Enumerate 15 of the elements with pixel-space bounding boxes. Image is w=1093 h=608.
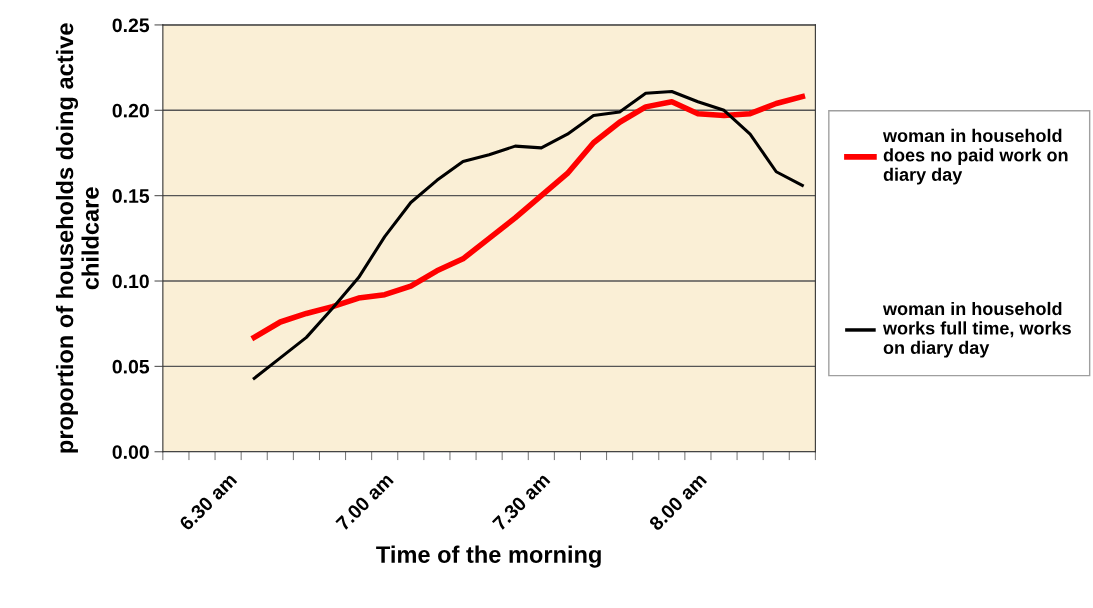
x-tick-label: 7.30 am	[491, 472, 551, 532]
y-tick-label: 0.25	[112, 18, 150, 33]
y-tick-label: 0.05	[112, 359, 150, 374]
y-tick-label: 0.00	[112, 445, 149, 459]
y-tick-label: 0.15	[112, 189, 150, 203]
line-series	[252, 89, 804, 380]
y-tick-label: 0.10	[112, 274, 149, 289]
y-axis-title: proportion of households doing active childcare	[55, 23, 99, 453]
x-tick-label: 8.00 am	[648, 472, 708, 532]
y-tick-label: 0.20	[112, 103, 149, 118]
x-tick-label: 6.30 am	[178, 472, 238, 532]
x-tick-label: 7.00 am	[335, 472, 394, 532]
legend-label: woman in household works full time, works on diary day	[882, 301, 1071, 358]
legend-label: woman in household does no paid work on diary day	[882, 128, 1068, 185]
x-axis-title: Time of the morning	[376, 545, 601, 568]
